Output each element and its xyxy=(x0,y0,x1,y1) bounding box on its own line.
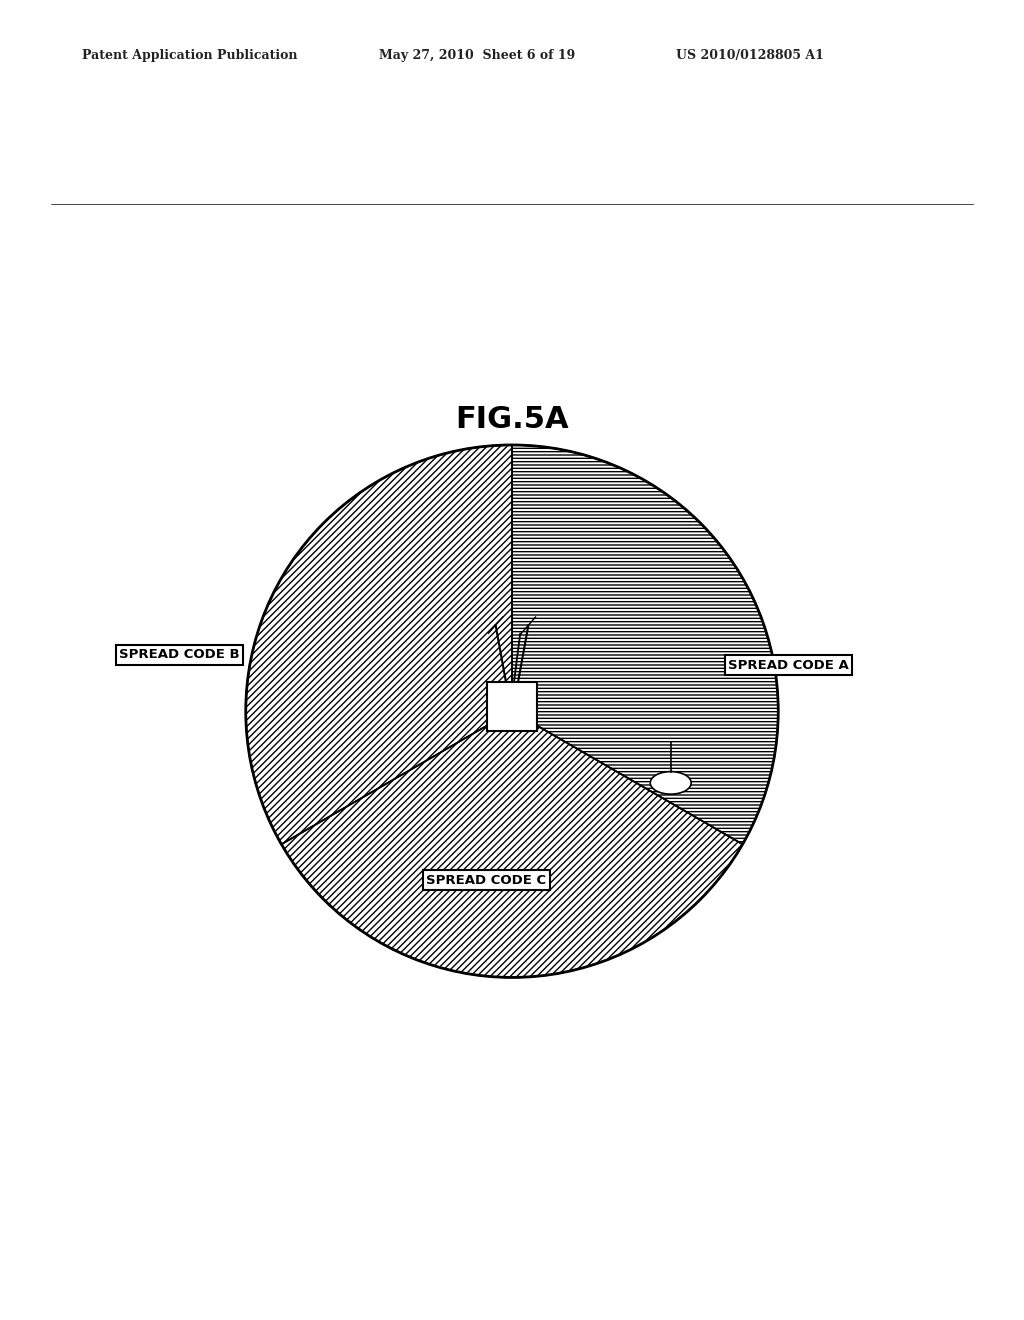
Text: SPREAD CODE B: SPREAD CODE B xyxy=(119,648,240,661)
Wedge shape xyxy=(246,445,512,845)
Text: May 27, 2010  Sheet 6 of 19: May 27, 2010 Sheet 6 of 19 xyxy=(379,49,575,62)
Text: Patent Application Publication: Patent Application Publication xyxy=(82,49,297,62)
Wedge shape xyxy=(512,445,778,845)
Text: SPREAD CODE A: SPREAD CODE A xyxy=(728,659,849,672)
Text: SPREAD CODE C: SPREAD CODE C xyxy=(426,874,547,887)
Ellipse shape xyxy=(650,772,691,795)
Text: US 2010/0128805 A1: US 2010/0128805 A1 xyxy=(676,49,823,62)
Bar xyxy=(487,681,537,731)
Wedge shape xyxy=(282,711,742,977)
Text: FIG.5A: FIG.5A xyxy=(456,405,568,434)
